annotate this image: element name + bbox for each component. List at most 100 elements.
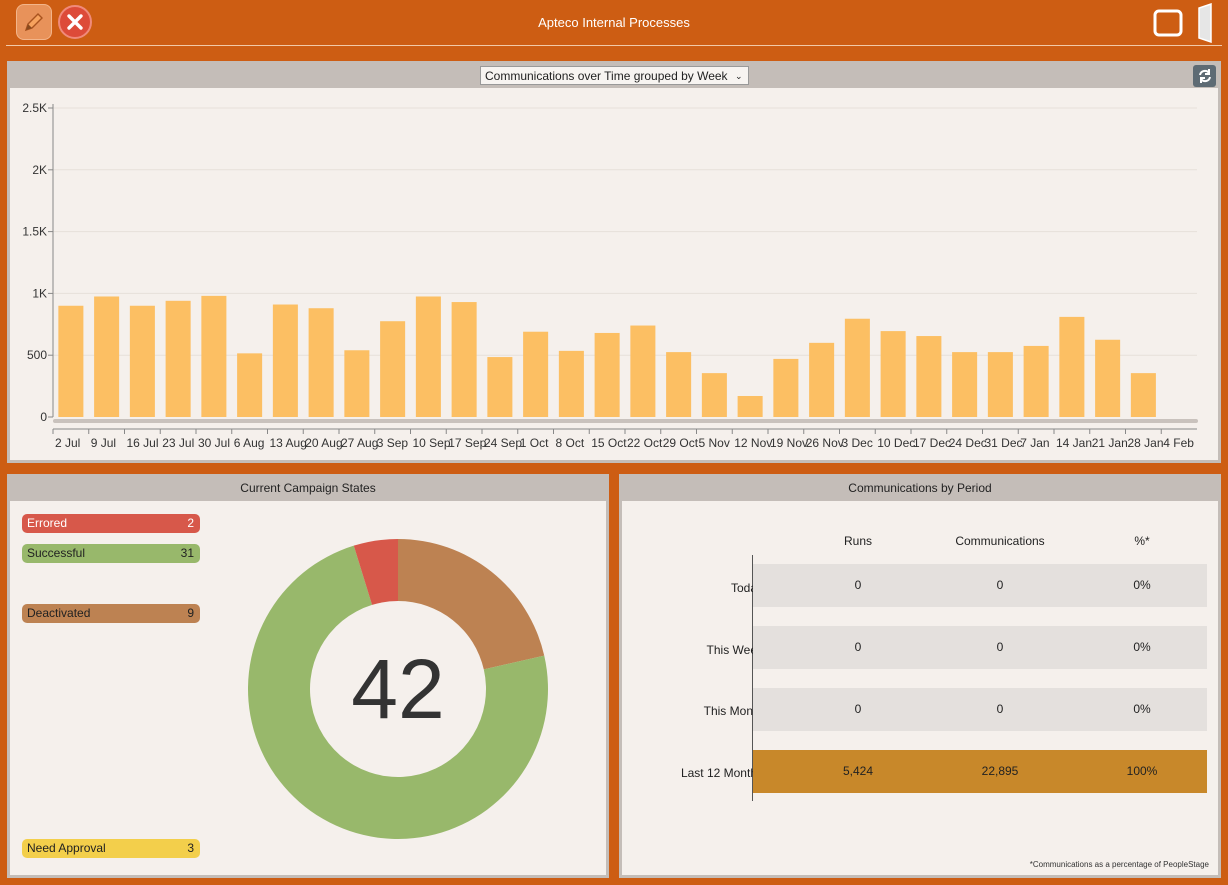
app-title: Apteco Internal Processes: [538, 15, 690, 30]
chevron-down-icon: ⌄: [735, 71, 743, 81]
legend-need-approval[interactable]: Need Approval 3: [22, 839, 200, 858]
side-panel-icon: [1198, 2, 1212, 44]
bar[interactable]: [201, 295, 227, 417]
bar[interactable]: [451, 302, 477, 417]
legend-deactivated-label: Deactivated: [27, 606, 91, 620]
bar[interactable]: [272, 304, 298, 417]
donut-total: 42: [351, 641, 445, 736]
bar[interactable]: [916, 336, 942, 417]
table-row: 0 0 0%: [753, 564, 1207, 607]
x-tick-label: 20 Aug: [305, 436, 342, 450]
bar[interactable]: [165, 300, 191, 417]
bar[interactable]: [844, 318, 870, 417]
footnote: *Communications as a percentage of Peopl…: [1029, 860, 1209, 869]
x-tick-label: 9 Jul: [91, 436, 116, 450]
x-tick-label: 13 Aug: [270, 436, 307, 450]
x-tick-label: 1 Oct: [520, 436, 549, 450]
legend-successful[interactable]: Successful 31: [22, 544, 200, 563]
bar[interactable]: [594, 332, 620, 417]
x-tick-label: 8 Oct: [556, 436, 585, 450]
period-panel-title: Communications by Period: [622, 477, 1218, 501]
column-header-runs: Runs: [843, 534, 872, 548]
bar[interactable]: [1059, 316, 1085, 417]
cell-runs: 0: [854, 702, 862, 716]
x-tick-label: 29 Oct: [663, 436, 699, 450]
bar[interactable]: [308, 308, 334, 417]
x-tick-label: 17 Dec: [913, 436, 951, 450]
legend-errored-count: 2: [187, 516, 194, 530]
cell-runs: 5,424: [842, 764, 874, 778]
column-header-communications: Communications: [955, 534, 1045, 548]
x-tick-label: 17 Sep: [448, 436, 486, 450]
bar[interactable]: [380, 321, 406, 417]
x-tick-label: 27 Aug: [341, 436, 378, 450]
bar[interactable]: [129, 305, 155, 417]
legend-deactivated[interactable]: Deactivated 9: [22, 604, 200, 623]
window-button[interactable]: [1153, 9, 1183, 37]
donut-slice-successful[interactable]: [248, 545, 548, 839]
chart-scrollbar[interactable]: [53, 419, 1198, 423]
bar[interactable]: [666, 352, 692, 417]
x-tick-label: 28 Jan: [1128, 436, 1164, 450]
chart-panel-header: Communications over Time grouped by Week…: [10, 64, 1218, 88]
bar[interactable]: [701, 373, 727, 417]
bar[interactable]: [880, 331, 906, 417]
donut-slice-deactivated[interactable]: [398, 539, 545, 670]
bar[interactable]: [952, 352, 978, 417]
legend-successful-count: 31: [180, 546, 194, 560]
y-tick-label: 1K: [32, 286, 47, 300]
x-tick-label: 19 Nov: [770, 436, 808, 450]
bar[interactable]: [630, 325, 656, 417]
bar[interactable]: [415, 296, 441, 417]
table-row: 0 0 0%: [753, 626, 1207, 669]
states-panel-title: Current Campaign States: [10, 477, 606, 501]
legend-errored[interactable]: Errored 2: [22, 514, 200, 533]
refresh-button[interactable]: [1193, 65, 1216, 87]
x-tick-label: 31 Dec: [985, 436, 1023, 450]
bar[interactable]: [987, 352, 1013, 417]
side-panel-button[interactable]: [1195, 2, 1213, 44]
communications-chart-panel: Communications over Time grouped by Week…: [7, 61, 1221, 463]
bar[interactable]: [237, 353, 263, 417]
bar[interactable]: [94, 296, 120, 417]
campaign-states-donut: [248, 539, 548, 839]
x-tick-label: 4 Feb: [1163, 436, 1194, 450]
cell-percent: 0%: [1133, 640, 1151, 654]
bar[interactable]: [773, 358, 799, 417]
bar[interactable]: [1023, 345, 1049, 417]
x-tick-label: 2 Jul: [55, 436, 80, 450]
window-icon: [1153, 9, 1183, 37]
top-bar: Apteco Internal Processes: [0, 0, 1228, 46]
bar[interactable]: [558, 350, 584, 417]
column-header-percent: %*: [1134, 534, 1150, 548]
bar[interactable]: [1095, 339, 1121, 417]
bar[interactable]: [523, 331, 549, 417]
bar[interactable]: [344, 350, 370, 417]
bar[interactable]: [487, 357, 513, 417]
x-tick-label: 3 Sep: [377, 436, 409, 450]
x-tick-label: 23 Jul: [162, 436, 194, 450]
x-tick-label: 10 Sep: [413, 436, 451, 450]
donut-slice-errored[interactable]: [353, 539, 398, 605]
weekly-communications-chart: 0 500 1K 1.5K 2K 2.5K 2 Jul 9 Jul 16 Jul 23 Jul 30…: [22, 101, 1198, 450]
x-tick-label: 5 Nov: [699, 436, 730, 450]
close-button[interactable]: [58, 5, 92, 39]
x-tick-label: 12 Nov: [734, 436, 772, 450]
x-tick-label: 15 Oct: [591, 436, 627, 450]
bar[interactable]: [1130, 373, 1156, 417]
communications-by-period-panel: Communications by Period Runs Communicat…: [619, 474, 1221, 878]
legend-need-approval-label: Need Approval: [27, 841, 106, 855]
legend-errored-label: Errored: [27, 516, 68, 530]
bar[interactable]: [809, 342, 835, 417]
chart-grouping-select[interactable]: Communications over Time grouped by Week…: [480, 66, 749, 85]
bar[interactable]: [58, 305, 84, 417]
x-tick-label: 7 Jan: [1020, 436, 1049, 450]
x-tick-label: 6 Aug: [234, 436, 265, 450]
pencil-icon: [24, 13, 43, 32]
table-axis-line: [752, 555, 753, 801]
bar[interactable]: [737, 395, 763, 417]
edit-button[interactable]: [16, 4, 52, 40]
x-tick-label: 30 Jul: [198, 436, 230, 450]
top-bar-divider: [6, 45, 1222, 46]
x-tick-label: 3 Dec: [842, 436, 873, 450]
